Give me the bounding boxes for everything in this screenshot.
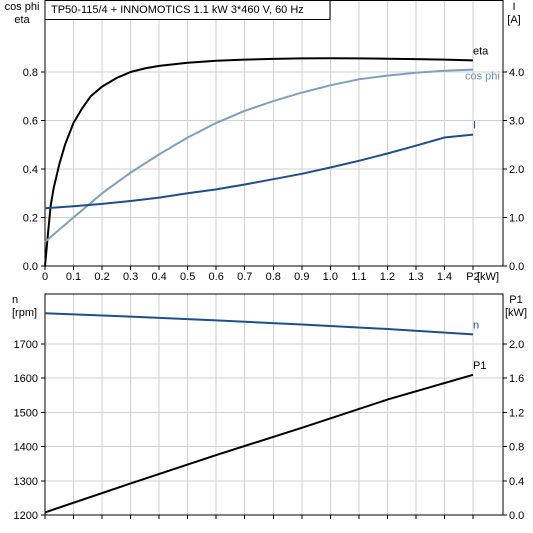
x-axis-unit: [kW]	[477, 271, 499, 283]
y-tick-label-left: 0.2	[23, 213, 38, 225]
y-tick-label-left: 0.0	[23, 261, 38, 273]
x-tick-label: 1.4	[437, 271, 452, 283]
y-tick-label-left: 0.8	[23, 67, 38, 79]
y-tick-label-right-bottom: 0.4	[509, 476, 524, 488]
series-line-cos-phi	[44, 68, 474, 243]
x-tick-label: 0.2	[94, 271, 109, 283]
y-tick-label-right-bottom: 1.6	[509, 373, 524, 385]
y-axis-label-right-unit: [A]	[507, 14, 520, 26]
y-axis-label-right: I	[512, 1, 515, 13]
x-tick-label: 1.2	[380, 271, 395, 283]
y-tick-label-left-bottom: 1700	[14, 339, 38, 351]
series-line-n	[44, 312, 474, 336]
y-tick-label-right: 3.0	[509, 116, 524, 128]
y-axis-label-right-unit-bottom: [kW]	[505, 307, 527, 319]
series-line-i	[44, 133, 474, 210]
x-tick-label: 0.8	[266, 271, 281, 283]
y-tick-label-right: 4.0	[509, 67, 524, 79]
title-box	[44, 0, 331, 20]
series-line-eta	[44, 57, 474, 267]
y-tick-label-right: 2.0	[509, 164, 524, 176]
series-label-i: I	[473, 120, 476, 132]
x-tick-label: 0	[42, 271, 48, 283]
y-tick-label-right-bottom: 0.8	[509, 442, 524, 454]
y-tick-label-right: 1.0	[509, 213, 524, 225]
x-tick-label: 1.3	[408, 271, 423, 283]
x-tick-label: 0.4	[151, 271, 166, 283]
series-label-p1: P1	[473, 360, 486, 372]
y-tick-label-right-bottom: 1.2	[509, 407, 524, 419]
series-label-cos-phi: cos phi	[465, 71, 500, 83]
chart-title: TP50-115/4 + INNOMOTICS 1.1 kW 3*460 V, …	[51, 4, 304, 16]
y-tick-label-left-bottom: 1200	[14, 510, 38, 522]
y-axis-label-right-bottom: P1	[509, 294, 522, 306]
x-tick-label: 1.0	[323, 271, 338, 283]
series-line-p1	[44, 373, 474, 514]
plot-frame-bottom	[44, 293, 504, 516]
x-tick-label: P2	[466, 271, 479, 283]
y-tick-label-left-bottom: 1300	[14, 476, 38, 488]
x-tick-label: 1.1	[351, 271, 366, 283]
x-tick-label: 0.7	[237, 271, 252, 283]
y-tick-label-right: 0.0	[509, 261, 524, 273]
y-axis-label-left-bottom: n	[12, 294, 18, 306]
plot-frame-top	[44, 0, 504, 267]
x-tick-label: 0.5	[180, 271, 195, 283]
x-tick-label: 0.6	[209, 271, 224, 283]
x-tick-label: 0.3	[123, 271, 138, 283]
x-tick-label: 0.1	[66, 271, 81, 283]
y-tick-label-left: 0.4	[23, 164, 38, 176]
y-tick-label-left: 0.6	[23, 116, 38, 128]
y-tick-label-right-bottom: 2.0	[509, 339, 524, 351]
y-axis-label-left-unit: eta	[14, 14, 30, 26]
x-tick-label: 0.9	[294, 271, 309, 283]
y-axis-label-left: cos phi	[5, 1, 40, 13]
y-tick-label-left-bottom: 1500	[14, 407, 38, 419]
series-label-n: n	[473, 319, 479, 331]
y-axis-label-left-unit-bottom: [rpm]	[12, 307, 37, 319]
y-tick-label-left-bottom: 1600	[14, 373, 38, 385]
y-tick-label-right-bottom: 0.0	[509, 510, 524, 522]
series-label-eta: eta	[473, 45, 489, 57]
y-tick-label-left-bottom: 1400	[14, 442, 38, 454]
